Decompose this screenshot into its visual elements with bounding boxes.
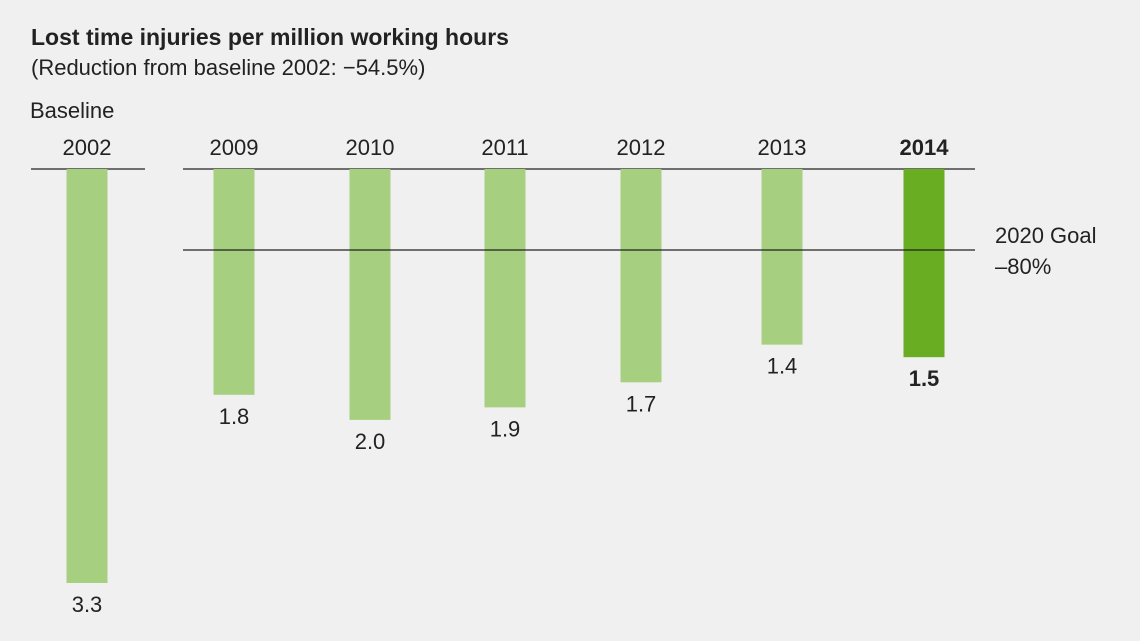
- chart-title: Lost time injuries per million working h…: [31, 24, 509, 50]
- value-label-2011: 1.9: [490, 416, 521, 441]
- bar-2011: [484, 169, 526, 408]
- bar-2012: [620, 169, 662, 383]
- bar-2009: [213, 169, 255, 395]
- category-label-2014: 2014: [900, 135, 950, 160]
- bar-2013: [761, 169, 803, 345]
- value-label-2013: 1.4: [767, 354, 798, 379]
- category-label-2012: 2012: [617, 135, 666, 160]
- value-label-2002: 3.3: [72, 592, 103, 617]
- category-label-2002: 2002: [63, 135, 112, 160]
- bar-2002: [66, 169, 108, 583]
- baseline-label: Baseline: [30, 98, 115, 123]
- category-label-2010: 2010: [346, 135, 395, 160]
- bar-2014: [903, 169, 945, 358]
- category-label-2011: 2011: [481, 135, 528, 160]
- goal-percent-label: –80%: [995, 254, 1051, 279]
- value-label-2014: 1.5: [909, 366, 940, 391]
- bar-2010: [349, 169, 391, 420]
- value-label-2012: 1.7: [626, 391, 657, 416]
- category-label-2013: 2013: [758, 135, 807, 160]
- goal-label: 2020 Goal: [995, 223, 1097, 248]
- value-label-2010: 2.0: [355, 429, 386, 454]
- category-label-2009: 2009: [210, 135, 259, 160]
- value-label-2009: 1.8: [219, 404, 250, 429]
- chart-subtitle: (Reduction from baseline 2002: −54.5%): [31, 55, 426, 80]
